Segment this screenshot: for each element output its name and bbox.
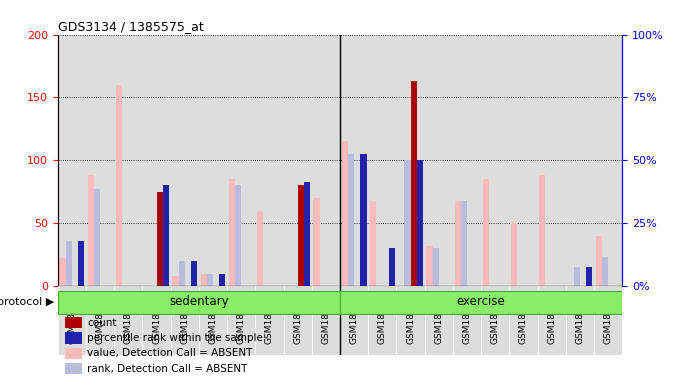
FancyBboxPatch shape bbox=[86, 286, 114, 355]
Bar bbox=[163, 185, 169, 286]
Text: GSM184851: GSM184851 bbox=[67, 290, 76, 344]
Text: exercise: exercise bbox=[457, 295, 505, 308]
FancyBboxPatch shape bbox=[453, 286, 481, 355]
Text: GSM184865: GSM184865 bbox=[462, 290, 471, 344]
Bar bbox=[78, 241, 84, 286]
Text: sedentary: sedentary bbox=[169, 295, 228, 308]
FancyBboxPatch shape bbox=[312, 286, 340, 355]
Bar bbox=[116, 85, 122, 286]
Bar bbox=[298, 185, 304, 286]
Bar bbox=[304, 182, 310, 286]
Text: GSM184863: GSM184863 bbox=[406, 290, 415, 344]
Bar bbox=[602, 257, 608, 286]
Bar bbox=[388, 248, 395, 286]
Text: GSM184868: GSM184868 bbox=[547, 290, 556, 344]
FancyBboxPatch shape bbox=[58, 291, 340, 314]
Bar bbox=[179, 261, 185, 286]
Text: GSM184870: GSM184870 bbox=[604, 290, 613, 344]
Text: protocol ▶: protocol ▶ bbox=[0, 297, 54, 308]
FancyBboxPatch shape bbox=[369, 286, 396, 355]
Text: GSM184852: GSM184852 bbox=[96, 290, 105, 344]
FancyBboxPatch shape bbox=[425, 286, 453, 355]
FancyBboxPatch shape bbox=[171, 286, 199, 355]
Bar bbox=[235, 185, 241, 286]
Text: GSM184862: GSM184862 bbox=[378, 290, 387, 344]
FancyBboxPatch shape bbox=[396, 286, 425, 355]
FancyBboxPatch shape bbox=[509, 286, 538, 355]
FancyBboxPatch shape bbox=[114, 286, 143, 355]
Bar bbox=[405, 161, 411, 286]
Text: GSM184861: GSM184861 bbox=[350, 290, 358, 344]
Bar bbox=[370, 200, 376, 286]
FancyBboxPatch shape bbox=[199, 286, 227, 355]
Bar bbox=[219, 273, 226, 286]
Bar bbox=[313, 198, 320, 286]
Text: GSM184864: GSM184864 bbox=[435, 290, 443, 344]
Bar bbox=[94, 189, 100, 286]
Bar bbox=[201, 273, 207, 286]
FancyBboxPatch shape bbox=[284, 286, 312, 355]
Bar bbox=[426, 246, 432, 286]
Text: GSM184856: GSM184856 bbox=[209, 290, 218, 344]
Bar bbox=[432, 248, 439, 286]
Text: value, Detection Call = ABSENT: value, Detection Call = ABSENT bbox=[87, 348, 252, 358]
Bar bbox=[596, 236, 602, 286]
Bar bbox=[207, 273, 213, 286]
Bar bbox=[66, 241, 72, 286]
Bar bbox=[191, 261, 197, 286]
Bar bbox=[417, 161, 423, 286]
Bar bbox=[454, 200, 461, 286]
Text: GSM184854: GSM184854 bbox=[152, 290, 161, 344]
Bar bbox=[360, 154, 367, 286]
Bar bbox=[411, 81, 417, 286]
Bar bbox=[228, 179, 235, 286]
FancyBboxPatch shape bbox=[481, 286, 509, 355]
Bar bbox=[586, 267, 592, 286]
Bar bbox=[539, 175, 545, 286]
Text: GSM184855: GSM184855 bbox=[180, 290, 189, 344]
FancyBboxPatch shape bbox=[566, 286, 594, 355]
Bar bbox=[574, 267, 580, 286]
Text: GSM184858: GSM184858 bbox=[265, 290, 274, 344]
FancyBboxPatch shape bbox=[58, 286, 86, 355]
Bar bbox=[511, 223, 517, 286]
Text: GSM184853: GSM184853 bbox=[124, 290, 133, 344]
Text: GSM184860: GSM184860 bbox=[322, 290, 330, 344]
Bar bbox=[461, 200, 467, 286]
FancyBboxPatch shape bbox=[143, 286, 171, 355]
FancyBboxPatch shape bbox=[340, 286, 369, 355]
Bar bbox=[88, 175, 94, 286]
Text: rank, Detection Call = ABSENT: rank, Detection Call = ABSENT bbox=[87, 364, 248, 374]
Text: GSM184869: GSM184869 bbox=[575, 290, 584, 344]
Bar bbox=[172, 276, 179, 286]
Bar bbox=[257, 211, 263, 286]
FancyBboxPatch shape bbox=[340, 291, 622, 314]
Bar bbox=[348, 154, 354, 286]
Text: GSM184866: GSM184866 bbox=[491, 290, 500, 344]
Text: GSM184857: GSM184857 bbox=[237, 290, 245, 344]
Text: count: count bbox=[87, 318, 116, 328]
FancyBboxPatch shape bbox=[538, 286, 566, 355]
Text: percentile rank within the sample: percentile rank within the sample bbox=[87, 333, 263, 343]
Text: GDS3134 / 1385575_at: GDS3134 / 1385575_at bbox=[58, 20, 203, 33]
Bar bbox=[483, 179, 489, 286]
FancyBboxPatch shape bbox=[594, 286, 622, 355]
Bar bbox=[59, 258, 66, 286]
Bar bbox=[156, 192, 163, 286]
Text: GSM184859: GSM184859 bbox=[293, 290, 302, 344]
FancyBboxPatch shape bbox=[227, 286, 256, 355]
Bar bbox=[341, 141, 348, 286]
FancyBboxPatch shape bbox=[256, 286, 284, 355]
Text: GSM184867: GSM184867 bbox=[519, 290, 528, 344]
